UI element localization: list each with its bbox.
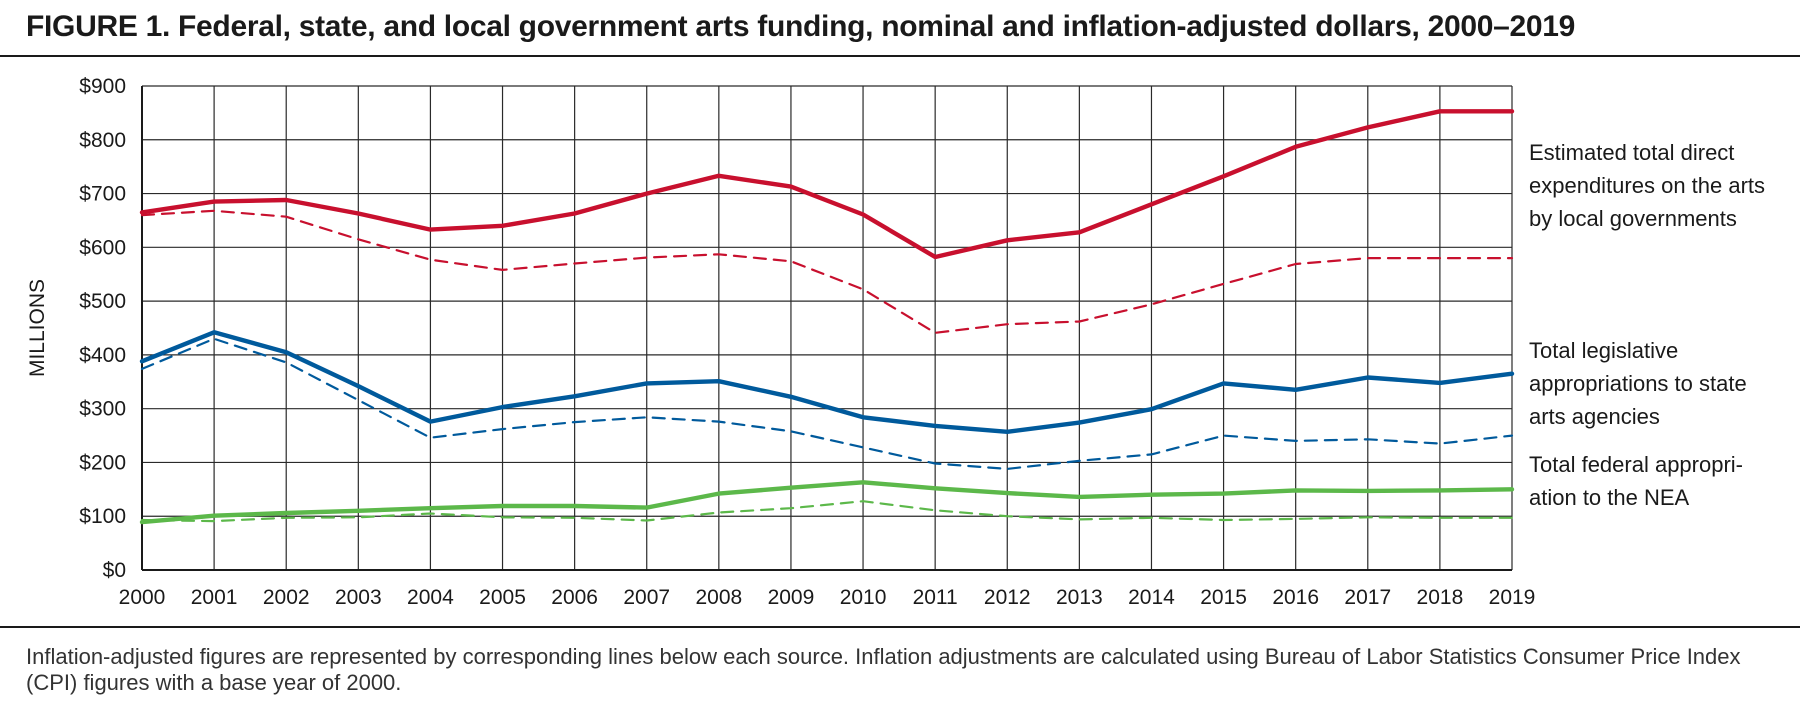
annotation-line: by local governments (1529, 206, 1737, 231)
x-tick-label: 2014 (1128, 586, 1175, 609)
x-tick-label: 2002 (263, 586, 310, 609)
line-chart: $0 $100 $200 $300 $400 $500 $600 $700 $800 $900 2… (26, 75, 1765, 609)
note-rule (0, 626, 1800, 628)
series-annotations: Estimated total direct expenditures on th… (1529, 140, 1765, 510)
x-tick-label: 2011 (913, 586, 958, 609)
annotation-line: arts agencies (1529, 404, 1660, 429)
series-line-5 (140, 500, 1514, 523)
y-tick-label: $500 (79, 290, 126, 313)
x-tick-label: 2000 (119, 586, 166, 609)
x-tick-label: 2018 (1417, 586, 1464, 609)
series-annotation: Total legislative appropriations to state… (1529, 338, 1747, 429)
x-tick-label: 2016 (1272, 586, 1319, 609)
x-tick-label: 2001 (191, 586, 238, 609)
y-tick-label: $700 (79, 183, 126, 206)
annotation-line: Total legislative (1529, 338, 1678, 363)
x-tick-label: 2006 (551, 586, 598, 609)
annotation-line: expenditures on the arts (1529, 173, 1765, 198)
y-tick-labels: $0 $100 $200 $300 $400 $500 $600 $700 $800 $900 (79, 75, 126, 582)
series-line-3 (140, 337, 1514, 470)
series-annotation: Estimated total direct expenditures on th… (1529, 140, 1765, 231)
x-tick-label: 2012 (984, 586, 1031, 609)
x-tick-label: 2004 (407, 586, 454, 609)
x-tick-label: 2009 (768, 586, 815, 609)
x-tick-label: 2007 (623, 586, 670, 609)
x-tick-label: 2015 (1200, 586, 1247, 609)
y-tick-label: $300 (79, 398, 126, 421)
axes (141, 86, 1512, 571)
x-tick-label: 2008 (695, 586, 742, 609)
y-tick-label: $400 (79, 344, 126, 367)
series-line-0 (139, 109, 1515, 260)
annotation-line: Estimated total direct (1529, 140, 1734, 165)
x-tick-label: 2003 (335, 586, 382, 609)
series-line-1 (140, 209, 1514, 334)
annotation-line: Total federal appropri- (1529, 452, 1743, 477)
annotation-line: appropriations to state (1529, 371, 1747, 396)
footnote: Inflation-adjusted figures are represent… (26, 644, 1741, 695)
y-tick-label: $200 (79, 451, 126, 474)
annotation-line: ation to the NEA (1529, 485, 1690, 510)
title-rule (0, 55, 1800, 57)
series-line-2 (139, 330, 1515, 434)
series-lines (139, 109, 1515, 525)
grid-lines (141, 85, 1513, 571)
series-annotation: Total federal appropri-ation to the NEA (1529, 452, 1743, 510)
y-tick-label: $900 (79, 75, 126, 98)
x-tick-label: 2019 (1489, 586, 1536, 609)
x-tick-labels: 2000 2001 2002 2003 2004 2005 2006 2007 2008 2009… (119, 586, 1536, 609)
x-tick-label: 2005 (479, 586, 526, 609)
y-tick-label: $600 (79, 236, 126, 259)
x-tick-label: 2010 (840, 586, 887, 609)
y-tick-label: $100 (79, 505, 126, 528)
y-tick-label: $0 (103, 559, 126, 582)
x-tick-label: 2017 (1344, 586, 1391, 609)
y-tick-label: $800 (79, 129, 126, 152)
figure-title: FIGURE 1. Federal, state, and local gove… (26, 10, 1576, 43)
series-line-4 (139, 480, 1515, 525)
x-tick-label: 2013 (1056, 586, 1103, 609)
y-axis-label: MILLIONS (26, 279, 49, 377)
